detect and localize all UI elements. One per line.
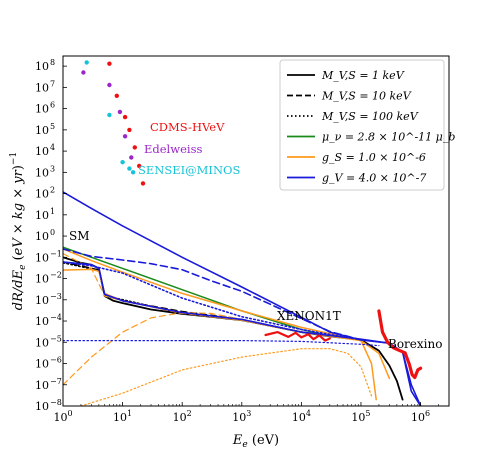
- y-tick-exponent: −6: [50, 356, 62, 365]
- label-edelweiss: Edelweiss: [144, 142, 202, 156]
- series-gs10b: [63, 312, 302, 386]
- data-point-red: [132, 145, 137, 150]
- y-tick-exponent: 8: [50, 58, 55, 67]
- x-tick-label: 104: [292, 409, 311, 424]
- y-tick-label: 10: [35, 358, 49, 371]
- data-point-red: [114, 93, 120, 99]
- series-gs100: [80, 348, 373, 406]
- y-tick-exponent: −1: [50, 249, 62, 258]
- y-tick-exponent: 3: [50, 164, 55, 173]
- data-point-purple: [107, 82, 112, 88]
- y-tick-exponent: 2: [50, 186, 55, 195]
- data-point-cyan: [84, 60, 89, 65]
- y-tick-exponent: 5: [50, 122, 55, 131]
- data-point-red: [140, 181, 146, 186]
- label-cdms: CDMS-HVeV: [150, 120, 225, 134]
- x-tick-label: 103: [232, 409, 251, 424]
- label-sensei: SENSEI@MINOS: [138, 163, 240, 177]
- legend-label: μ_ν = 2.8 × 10^-11 μ_b: [322, 131, 455, 144]
- y-tick-label: 10: [35, 273, 49, 286]
- data-point-cyan: [120, 160, 125, 165]
- series-layer: [63, 191, 423, 406]
- data-point-cyan: [107, 112, 112, 118]
- legend-label: M_V,S = 1 keV: [321, 69, 405, 82]
- label-xenon: XENON1T: [277, 309, 341, 323]
- y-tick-label: 10: [35, 336, 49, 349]
- y-tick-exponent: −2: [50, 271, 62, 280]
- data-point-purple: [122, 134, 128, 139]
- x-tick-label: 100: [53, 409, 72, 424]
- legend-label: g_V = 4.0 × 10^-7: [322, 172, 426, 185]
- y-tick-label: 10: [35, 103, 49, 116]
- y-tick-exponent: −7: [50, 377, 62, 386]
- series-gs1: [63, 248, 391, 380]
- x-tick-label: 101: [113, 409, 132, 424]
- x-tick-label: 105: [351, 409, 370, 424]
- series-gvflat: [63, 340, 380, 347]
- y-tick-label: 10: [35, 379, 49, 392]
- legend-label: M_V,S = 100 keV: [321, 110, 419, 123]
- y-tick-exponent: 6: [50, 101, 55, 110]
- data-point-red: [137, 163, 142, 169]
- legend-label: g_S = 1.0 × 10^-6: [322, 151, 426, 164]
- data-point-red: [127, 127, 132, 133]
- data-point-purple: [81, 70, 86, 75]
- dots-layer: [81, 60, 146, 186]
- y-tick-label: 10: [35, 81, 49, 94]
- x-tick-label: 102: [173, 409, 192, 424]
- y-tick-exponent: 0: [50, 228, 55, 237]
- series-xenon: [264, 331, 331, 342]
- y-tick-exponent: −4: [50, 313, 62, 322]
- x-tick-label: 106: [411, 409, 430, 424]
- y-tick-exponent: 7: [50, 79, 55, 88]
- label-borexino: Borexino: [388, 337, 442, 351]
- legend: M_V,S = 1 keV M_V,S = 10 keV M_V,S = 100 k…: [279, 59, 455, 191]
- series-gv100: [63, 261, 362, 341]
- series-borexino: [377, 309, 423, 380]
- y-tick-label: 10: [35, 230, 49, 243]
- y-tick-exponent: −5: [50, 334, 62, 343]
- data-point-cyan: [130, 170, 136, 175]
- data-point-purple: [117, 109, 123, 115]
- y-tick-label: 10: [35, 60, 49, 73]
- y-axis-label: dR/dEe (eV × kg × yr)−1: [9, 152, 28, 310]
- y-tick-exponent: 1: [50, 207, 55, 216]
- plot-frame: [62, 55, 450, 407]
- data-point-red: [107, 61, 112, 66]
- series-gv10: [63, 248, 362, 341]
- y-tick-exponent: −8: [50, 398, 62, 407]
- y-tick-label: 10: [35, 209, 49, 222]
- y-tick-label: 10: [35, 188, 49, 201]
- data-point-cyan: [127, 166, 132, 171]
- legend-box: [279, 59, 445, 191]
- y-tick-label: 10: [35, 145, 49, 158]
- y-tick-label: 10: [35, 166, 49, 179]
- y-tick-exponent: −3: [50, 292, 62, 301]
- y-tick-label: 10: [35, 251, 49, 264]
- label-sm: SM: [69, 229, 90, 243]
- y-tick-label: 10: [35, 400, 49, 413]
- x-axis-label: Ee (eV): [232, 433, 279, 450]
- data-point-purple: [129, 155, 134, 160]
- y-tick-label: 10: [35, 315, 49, 328]
- data-point-red: [122, 114, 128, 120]
- y-tick-label: 10: [35, 124, 49, 137]
- y-tick-exponent: 4: [50, 143, 55, 152]
- legend-label: M_V,S = 10 keV: [321, 90, 412, 103]
- y-tick-label: 10: [35, 294, 49, 307]
